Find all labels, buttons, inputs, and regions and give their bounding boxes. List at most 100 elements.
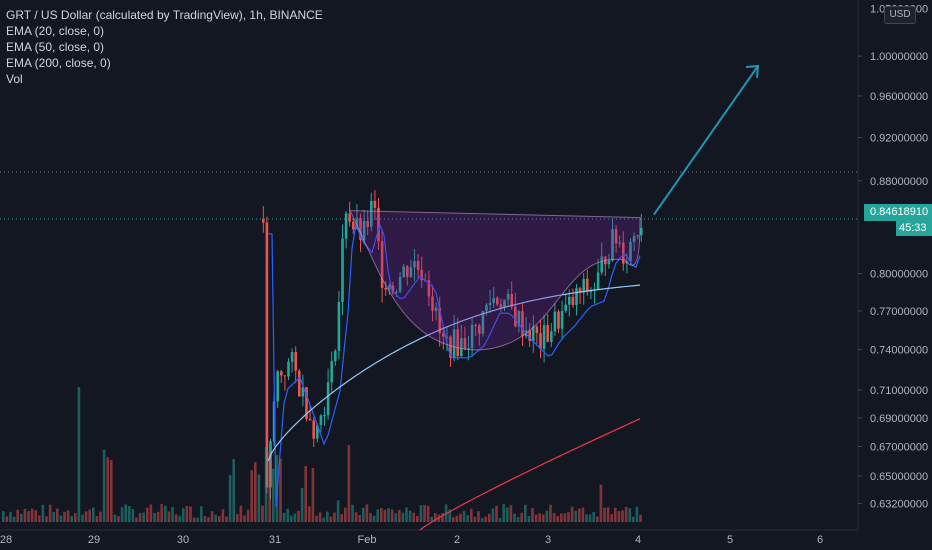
time-tick-label: 2 [454, 534, 460, 546]
candle-body [377, 207, 380, 242]
volume-bar [297, 510, 300, 522]
volume-bar [135, 517, 138, 522]
volume-bar [578, 508, 581, 522]
volume-bar [635, 506, 639, 522]
volume-bar [272, 468, 275, 522]
volume-bar [99, 511, 102, 522]
volume-bar [570, 506, 574, 522]
candle-body [514, 306, 517, 327]
volume-bar [128, 505, 131, 522]
candle-body [283, 375, 287, 377]
candle-body [557, 311, 560, 329]
volume-bar [23, 508, 27, 522]
volume-bar [113, 514, 117, 522]
volume-bar [369, 513, 372, 522]
volume-bar [480, 517, 484, 522]
time-tick-label: 30 [177, 534, 189, 546]
volume-bar [441, 513, 444, 522]
price-tick-label: 0.88000000 [870, 176, 928, 188]
volume-bar [300, 488, 304, 522]
volume-bar [513, 513, 516, 522]
volume-bar [336, 500, 340, 522]
volume-bar [552, 513, 556, 522]
volume-bar [498, 517, 502, 522]
volume-bar [322, 517, 325, 522]
candle-body [452, 329, 456, 358]
ema20-legend[interactable]: EMA (20, close, 0) [6, 24, 105, 38]
volume-bar [588, 514, 592, 522]
candle-body [582, 278, 585, 293]
price-tick-label: 0.74000000 [870, 345, 928, 357]
volume-bar [452, 517, 455, 522]
volume-bar [516, 517, 520, 522]
candle-body [344, 213, 348, 239]
volume-bar [520, 512, 523, 522]
target-arrowhead [745, 64, 760, 79]
volume-bar [560, 513, 563, 522]
volume-bar [524, 504, 527, 522]
time-tick-label: 4 [635, 534, 641, 546]
volume-bar [610, 514, 613, 522]
volume-bar [484, 516, 487, 522]
candle-body [640, 227, 643, 236]
volume-bar [9, 511, 12, 522]
volume-bar [416, 516, 419, 522]
candle-body [265, 222, 269, 488]
volume-bar [563, 513, 567, 522]
volume-bar [426, 505, 430, 522]
volume-bar [48, 504, 52, 522]
volume-bar [606, 507, 610, 522]
volume-bar [153, 512, 156, 522]
volume-bar [358, 515, 361, 522]
volume-bar [628, 508, 631, 522]
candle-body [510, 293, 513, 307]
volume-bar [95, 516, 99, 522]
volume-bar [142, 512, 145, 522]
volume-bar [189, 506, 192, 522]
candle-body [262, 219, 265, 223]
volume-bar [574, 510, 577, 522]
candle-body [337, 301, 341, 351]
candle-body [550, 331, 553, 342]
candle-body [370, 200, 373, 227]
volume-bar [221, 509, 225, 522]
symbol-title[interactable]: GRT / US Dollar (calculated by TradingVi… [6, 8, 323, 22]
volume-bar [639, 514, 642, 522]
candle-body [578, 288, 582, 293]
candle-body [298, 370, 301, 397]
currency-button[interactable]: USD [884, 6, 916, 24]
volume-bar [419, 505, 423, 522]
candle-body [323, 415, 326, 417]
ema50-legend[interactable]: EMA (50, close, 0) [6, 40, 105, 54]
volume-bar [603, 507, 606, 522]
volume-bar [383, 509, 387, 522]
candle-body [586, 278, 589, 292]
time-tick-label: 5 [727, 534, 733, 546]
candle-body [406, 266, 409, 277]
volume-bar [218, 516, 221, 522]
candle-body [305, 387, 308, 419]
ema200-legend[interactable]: EMA (200, close, 0) [6, 56, 111, 70]
candle-body [600, 256, 603, 273]
volume-bar [491, 508, 495, 522]
candle-body [308, 418, 312, 421]
volume-bar [59, 515, 63, 522]
candle-body [398, 276, 402, 292]
volume-bar [12, 516, 16, 522]
candle-body [492, 297, 495, 303]
volume-bar [372, 515, 376, 522]
candle-body [460, 338, 463, 357]
candle-body [506, 293, 510, 300]
candle-body [312, 420, 315, 439]
volume-bar [304, 466, 307, 522]
candle-body [467, 348, 470, 350]
candle-body [607, 260, 611, 265]
volume-bar [41, 504, 45, 522]
volume-legend[interactable]: Vol [6, 72, 23, 86]
volume-bar [495, 505, 498, 522]
candle-body [434, 307, 438, 311]
volume-bar [74, 513, 77, 522]
volume-bar [138, 512, 142, 522]
